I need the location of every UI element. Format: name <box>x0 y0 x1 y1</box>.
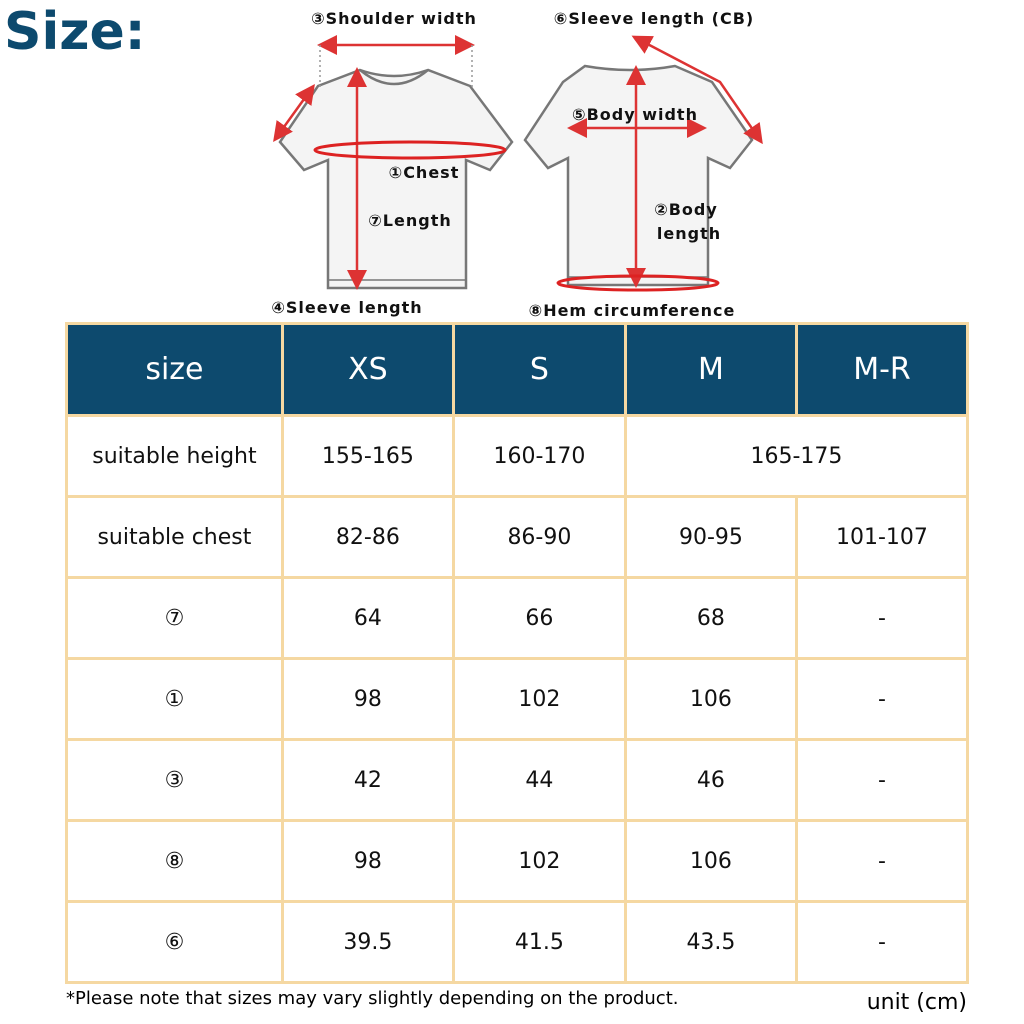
label: ①Chest <box>389 163 460 182</box>
cell: 106 <box>623 657 798 741</box>
cell: 41.5 <box>451 900 627 984</box>
label: ⑤Body width <box>572 105 698 124</box>
cell: - <box>794 657 970 741</box>
cell: 90-95 <box>623 495 798 579</box>
size-table: size XS S M M-R suitable height 155-165 160-170… <box>65 322 970 984</box>
cell: - <box>794 900 970 984</box>
cell: 64 <box>280 576 455 660</box>
footnote: *Please note that sizes may vary slightl… <box>66 988 679 1009</box>
cell: 82-86 <box>280 495 455 579</box>
cell: 165-175 <box>623 414 970 498</box>
measure-lines <box>273 35 763 292</box>
unit: unit (cm) <box>866 990 967 1015</box>
label: ②Body <box>654 200 718 219</box>
header-cell: S <box>451 322 627 417</box>
cell: 66 <box>451 576 627 660</box>
row: ⑦ 64 66 68- <box>65 576 970 660</box>
cell: 44 <box>451 738 627 822</box>
cell: 39.5 <box>280 900 455 984</box>
cell: 43.5 <box>623 900 798 984</box>
front-shirt <box>278 68 514 290</box>
cell: ⑥ <box>65 900 284 984</box>
cell: ③ <box>65 738 284 822</box>
cell: 155-165 <box>280 414 455 498</box>
cell: 101-107 <box>794 495 970 579</box>
row: suitable chest 82-86 86-90 90-95 101-107 <box>65 495 970 579</box>
cell: suitable chest <box>65 495 284 579</box>
cell: ⑧ <box>65 819 284 903</box>
cell: 86-90 <box>451 495 627 579</box>
cell: - <box>794 576 970 660</box>
label: ⑦Length <box>368 211 451 230</box>
title: Size: <box>4 2 146 62</box>
label: ④Sleeve length <box>271 298 422 317</box>
label: length <box>657 224 721 243</box>
cell: 98 <box>280 819 455 903</box>
cell: 42 <box>280 738 455 822</box>
cell: 102 <box>451 657 627 741</box>
header-cell: XS <box>280 322 455 417</box>
row: ① 98 102 106- <box>65 657 970 741</box>
header-cell: M <box>623 322 798 417</box>
cell: 160-170 <box>451 414 627 498</box>
label: ⑥Sleeve length (CB) <box>554 9 754 28</box>
diagram: ③Shoulder width ⑥Sleeve length (CB) ⑤Bod… <box>271 9 763 320</box>
header-cell: M-R <box>794 322 970 417</box>
header-cell: size <box>65 322 284 417</box>
label: ⑧Hem circumference <box>529 301 736 320</box>
cell: 46 <box>623 738 798 822</box>
cell: - <box>794 738 970 822</box>
back-shirt <box>523 64 754 287</box>
row: ⑧ 98 102 106- <box>65 819 970 903</box>
cell: 68 <box>623 576 798 660</box>
cell: 102 <box>451 819 627 903</box>
cell: suitable height <box>65 414 284 498</box>
cell: 98 <box>280 657 455 741</box>
row: ⑥ 39.5 41.5 43.5- <box>65 900 970 984</box>
cell: ⑦ <box>65 576 284 660</box>
cell: ① <box>65 657 284 741</box>
cell: 106 <box>623 819 798 903</box>
label: ③Shoulder width <box>311 9 477 28</box>
row: suitable height 155-165 160-170 165-175 <box>65 414 970 498</box>
row: ③ 42 44 46- <box>65 738 970 822</box>
cell: - <box>794 819 970 903</box>
